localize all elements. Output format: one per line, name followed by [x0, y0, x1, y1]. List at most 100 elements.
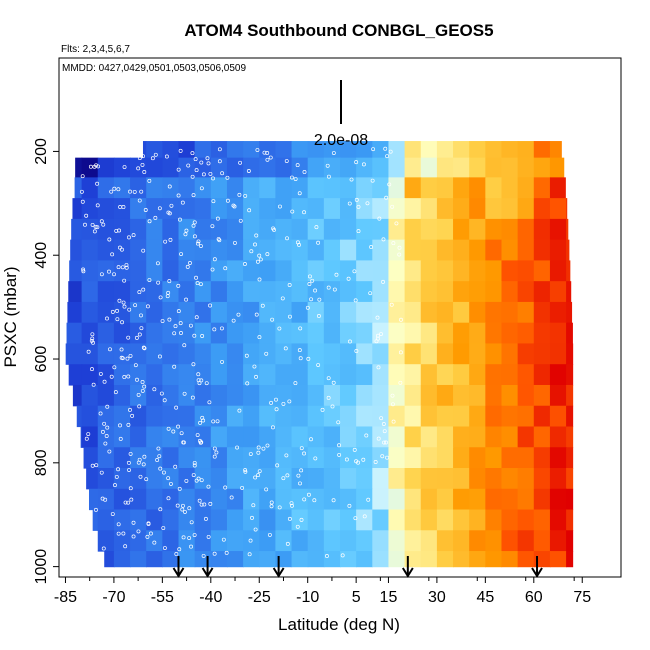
observation-point — [380, 454, 385, 459]
heatmap-cell — [372, 551, 390, 568]
heatmap-cell — [210, 177, 228, 199]
observation-point — [243, 469, 248, 474]
observation-point — [118, 204, 123, 209]
observation-point — [210, 224, 215, 229]
heatmap-cell — [178, 384, 196, 407]
heatmap-cell — [178, 551, 196, 568]
observation-point — [160, 319, 165, 323]
heatmap-cell — [501, 488, 519, 511]
heatmap-cell — [420, 551, 438, 568]
observation-point — [212, 551, 217, 556]
heatmap-cell — [356, 551, 373, 568]
heatmap-cell — [142, 141, 147, 159]
observation-point — [156, 446, 161, 451]
heatmap-cell — [517, 260, 535, 282]
observation-point — [175, 503, 180, 508]
observation-point — [123, 544, 128, 549]
heatmap-cell — [275, 198, 293, 220]
heatmap-cell — [372, 468, 390, 490]
observation-point — [167, 317, 172, 322]
heatmap-cell — [566, 551, 574, 568]
observation-point — [95, 181, 100, 186]
heatmap-cell — [533, 141, 551, 159]
observation-point — [126, 460, 131, 465]
observation-point — [253, 475, 258, 480]
heatmap-cell — [291, 343, 309, 365]
observation-point — [221, 537, 226, 542]
heatmap-cell — [517, 239, 535, 262]
observation-point — [223, 485, 228, 490]
observation-point — [121, 300, 126, 305]
observation-point — [314, 225, 319, 230]
heatmap-cell — [81, 281, 99, 303]
observation-point — [179, 252, 184, 256]
observation-point — [298, 326, 303, 331]
heatmap-cell — [436, 509, 454, 531]
heatmap-cell — [356, 488, 373, 511]
observation-point — [180, 200, 185, 205]
heatmap-cell — [420, 239, 438, 262]
heatmap-cell — [566, 301, 573, 324]
heatmap-cell — [485, 141, 503, 159]
heatmap-cell — [404, 364, 422, 386]
observation-point — [158, 295, 163, 300]
heatmap-cell — [549, 260, 567, 282]
heatmap-cell — [549, 322, 567, 345]
observation-point — [137, 156, 142, 161]
observation-point — [215, 216, 220, 221]
heatmap-cell — [275, 260, 293, 282]
heatmap-cell — [372, 198, 390, 220]
heatmap-cell — [178, 301, 196, 324]
heatmap-cell — [210, 405, 228, 428]
heatmap-cell — [372, 218, 390, 241]
observation-point — [133, 303, 138, 308]
heatmap-cell — [113, 509, 131, 531]
observation-point — [336, 420, 341, 425]
observation-point — [184, 297, 188, 302]
heatmap-cell — [436, 281, 454, 303]
heatmap-cell — [162, 488, 180, 511]
observation-point — [164, 154, 169, 159]
heatmap-cell — [146, 468, 163, 490]
heatmap-cell — [549, 239, 567, 262]
observation-point — [177, 547, 182, 552]
observation-point — [81, 267, 86, 272]
observation-point — [205, 156, 210, 161]
heatmap-cell — [113, 198, 131, 220]
observation-point — [126, 500, 131, 505]
heatmap-cell — [388, 509, 406, 531]
heatmap-cell — [81, 301, 99, 324]
heatmap-cell — [243, 260, 260, 282]
heatmap-cell — [566, 468, 574, 490]
heatmap-cell — [307, 447, 325, 469]
heatmap-cell — [485, 260, 503, 282]
heatmap-cell — [485, 218, 503, 241]
heatmap-cell — [226, 198, 244, 220]
heatmap-cell — [485, 509, 503, 531]
heatmap-cell — [146, 157, 163, 178]
heatmap-cell — [469, 239, 486, 262]
heatmap-cell — [517, 468, 535, 490]
observation-point — [295, 163, 300, 168]
observation-point — [206, 534, 211, 539]
heatmap-cell — [178, 157, 196, 178]
observation-point — [141, 287, 146, 292]
heatmap-cell — [356, 141, 373, 159]
observation-point — [382, 440, 386, 445]
observation-point — [287, 399, 292, 404]
observation-point — [134, 335, 139, 340]
observation-point — [95, 203, 100, 208]
observation-point — [316, 314, 321, 318]
heatmap-cell — [533, 530, 551, 552]
observation-point — [133, 363, 138, 368]
observation-point — [171, 429, 176, 434]
heatmap-cell — [356, 239, 373, 262]
heatmap-cell — [243, 239, 260, 262]
heatmap-cell — [549, 405, 567, 428]
heatmap-cell — [533, 281, 551, 303]
heatmap-cell — [178, 447, 196, 469]
observation-point — [139, 189, 144, 194]
heatmap-cell — [388, 322, 406, 345]
heatmap-cell — [291, 488, 309, 511]
heatmap-cell — [275, 426, 293, 448]
